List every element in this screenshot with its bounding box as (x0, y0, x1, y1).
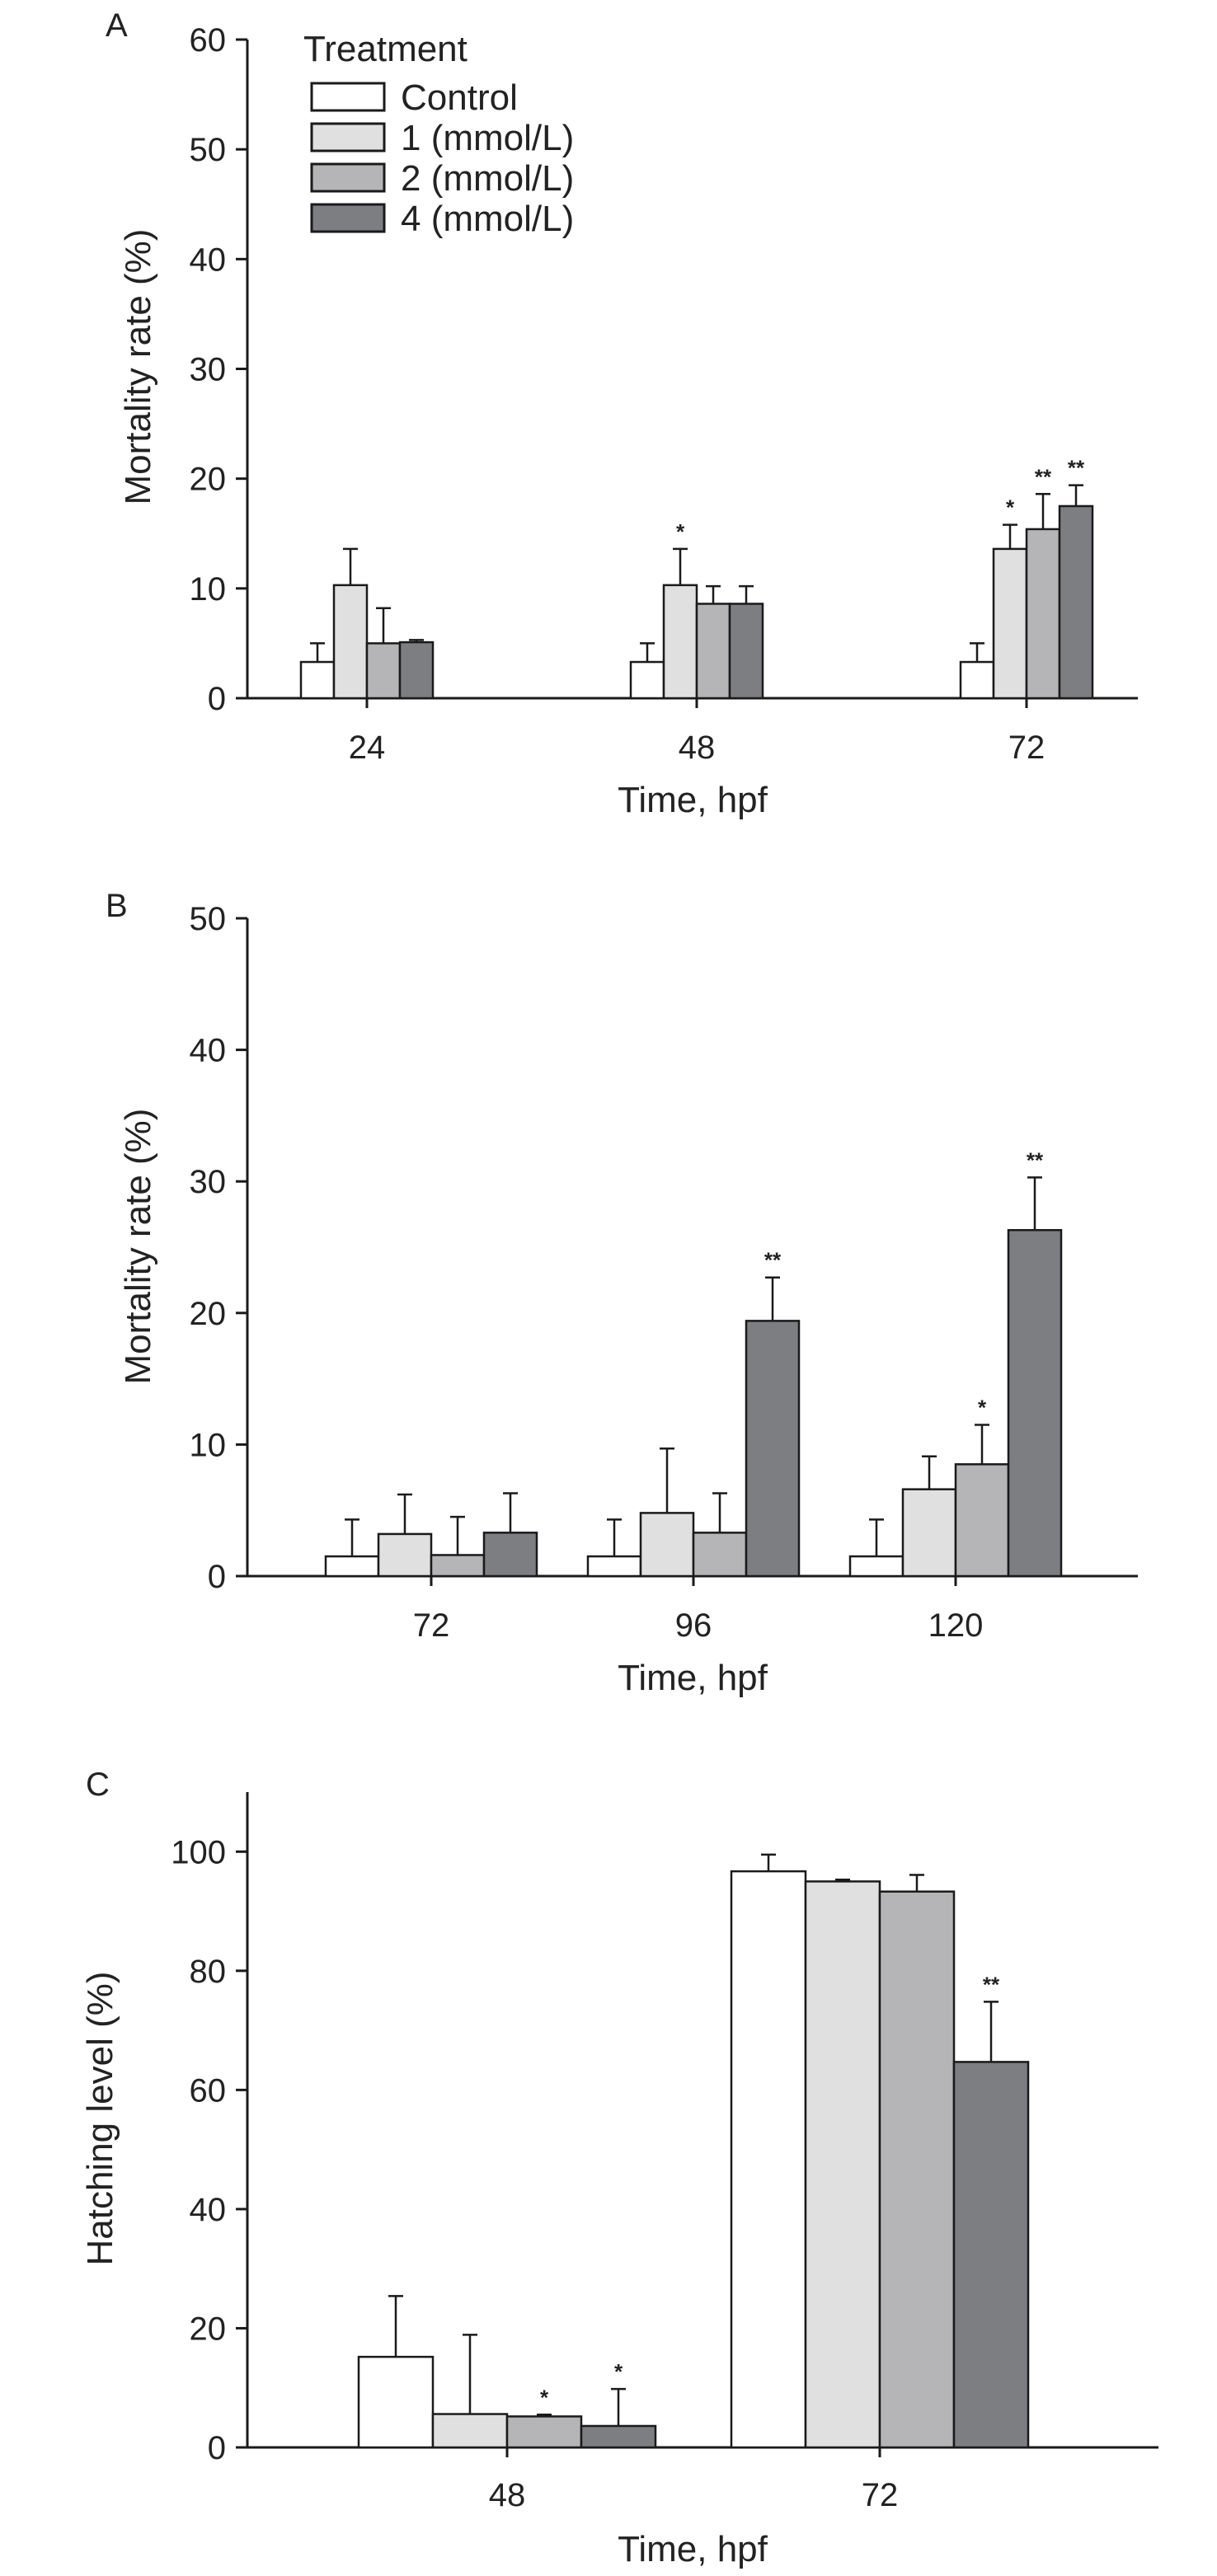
legend-swatch-4-mmol (310, 203, 386, 233)
panel-b-x-axis-title: Time, hpf (618, 1658, 768, 1698)
panel-c-x-axis-title: Time, hpf (618, 2529, 768, 2569)
panel-a-bar (629, 660, 665, 700)
panel-a-bar (728, 603, 764, 700)
panel-b-bar (901, 1488, 957, 1578)
panel-c-significance-marker: * (614, 2359, 623, 2384)
panel-a-bar (959, 660, 995, 700)
legend-entry-control: Control (310, 77, 518, 118)
panel-a-chart: A 010203040506024*48*****72****96****120… (106, 7, 1138, 820)
panel-a-bar (1025, 528, 1061, 700)
panel-b-y-axis-title: Mortality rate (%) (118, 1109, 158, 1385)
panel-b-y-tick-label: 40 (190, 1033, 227, 1069)
panel-c-x-tick-label: 48 (489, 2477, 526, 2513)
panel-b-y-tick-label: 10 (190, 1427, 227, 1463)
panel-b-y-tick-label: 0 (208, 1559, 226, 1595)
panel-c-y-tick-label: 0 (208, 2430, 226, 2466)
panel-a-bar (365, 642, 402, 700)
panel-a-x-tick-label: 48 (679, 730, 716, 766)
panel-a-significance-marker: ** (1035, 464, 1052, 489)
panel-c-y-tick-label: 20 (190, 2311, 227, 2347)
panel-b-significance-marker: * (978, 1395, 987, 1419)
panel-b-y-tick-label: 20 (190, 1296, 227, 1332)
panel-b-bar (586, 1555, 642, 1578)
panel-a-y-tick-label: 20 (190, 462, 227, 498)
panel-a-y-tick-label: 10 (190, 571, 227, 608)
panel-a-y-tick-label: 40 (190, 242, 227, 278)
panel-c-bar (804, 1880, 881, 2449)
panel-b-y-tick-label: 30 (190, 1164, 227, 1200)
panel-b-bar (430, 1554, 486, 1578)
panel-b-y-tick-label: 50 (190, 901, 227, 937)
panel-c-y-tick-label: 60 (190, 2072, 227, 2109)
legend-swatch-1-mmol (310, 122, 386, 152)
panel-b-bar (692, 1532, 748, 1578)
panel-a-x-axis-title: Time, hpf (618, 780, 768, 820)
panel-a-y-tick-label: 60 (190, 22, 227, 59)
panel-a-letter: A (106, 7, 128, 44)
legend-swatch-control (310, 82, 386, 112)
legend-label-4-mmol: 4 (mmol/L) (401, 199, 574, 239)
panel-a-x-tick-label: 72 (1008, 730, 1045, 766)
panel-b-bar (482, 1532, 538, 1578)
panel-b-bar (639, 1512, 695, 1578)
panel-b-bar (745, 1320, 801, 1578)
panel-a-bar (332, 584, 369, 700)
panel-c-y-axis-title: Hatching level (%) (80, 1971, 120, 2265)
panel-a-significance-marker: * (676, 519, 685, 544)
panel-c-bar (505, 2415, 583, 2449)
legend-entry-1-mmol: 1 (mmol/L) (310, 118, 574, 158)
panel-a-y-tick-label: 50 (190, 132, 227, 168)
panel-b-bar (324, 1555, 380, 1578)
panel-c-y-tick-label: 80 (190, 1954, 227, 1990)
panel-a-bar (662, 584, 698, 700)
panel-b-letter: B (106, 888, 128, 924)
panel-a-y-tick-label: 0 (208, 681, 226, 717)
panel-b-bar (377, 1532, 433, 1578)
panel-a-bar (1058, 504, 1094, 700)
panel-c-bar (431, 2413, 509, 2449)
legend-label-control: Control (401, 77, 518, 118)
panel-c-y-tick-label: 100 (171, 1834, 226, 1870)
panel-b-x-tick-label: 96 (675, 1607, 712, 1644)
panel-b-x-tick-label: 120 (928, 1607, 984, 1644)
panel-c-y-tick-label: 40 (190, 2192, 227, 2228)
panel-a-bar (992, 547, 1028, 700)
legend-swatch-2-mmol (310, 162, 386, 193)
legend-entry-4-mmol: 4 (mmol/L) (310, 199, 574, 239)
panel-c-significance-marker: * (540, 2385, 549, 2409)
panel-c-x-tick-label: 72 (862, 2477, 899, 2513)
panel-b-significance-marker: ** (1027, 1147, 1044, 1172)
panel-a-significance-marker: * (1006, 495, 1015, 520)
panel-b-bar (954, 1463, 1010, 1578)
panel-a-y-axis-title: Mortality rate (%) (118, 229, 158, 505)
panel-c-bar (730, 1870, 807, 2449)
panel-a-bar (299, 660, 336, 700)
panel-a-bar (398, 640, 435, 700)
legend-title: Treatment (303, 29, 468, 69)
panel-b-x-tick-label: 72 (413, 1607, 450, 1644)
panel-b-bar (848, 1555, 905, 1578)
panel-a-x-tick-label: 24 (349, 730, 386, 766)
panel-c-bar (357, 2355, 435, 2449)
panel-a-bar (695, 603, 731, 700)
panel-c-bar (952, 2061, 1030, 2449)
panel-a-significance-marker: ** (1068, 456, 1085, 481)
legend-label-1-mmol: 1 (mmol/L) (401, 118, 574, 158)
panel-c-significance-marker: ** (983, 1972, 1000, 1997)
legend-label-2-mmol: 2 (mmol/L) (401, 158, 574, 199)
panel-a-y-tick-label: 30 (190, 352, 227, 388)
panel-c-bar (878, 1890, 956, 2449)
legend-entry-2-mmol: 2 (mmol/L) (310, 158, 574, 199)
panel-c-letter: C (86, 1767, 110, 1803)
legend: Treatment Control 1 (mmol/L) 2 (mmol/L) … (303, 29, 574, 239)
panel-b-significance-marker: ** (764, 1248, 782, 1273)
panel-b-bar (1007, 1229, 1063, 1578)
panel-c-bar (580, 2424, 657, 2449)
